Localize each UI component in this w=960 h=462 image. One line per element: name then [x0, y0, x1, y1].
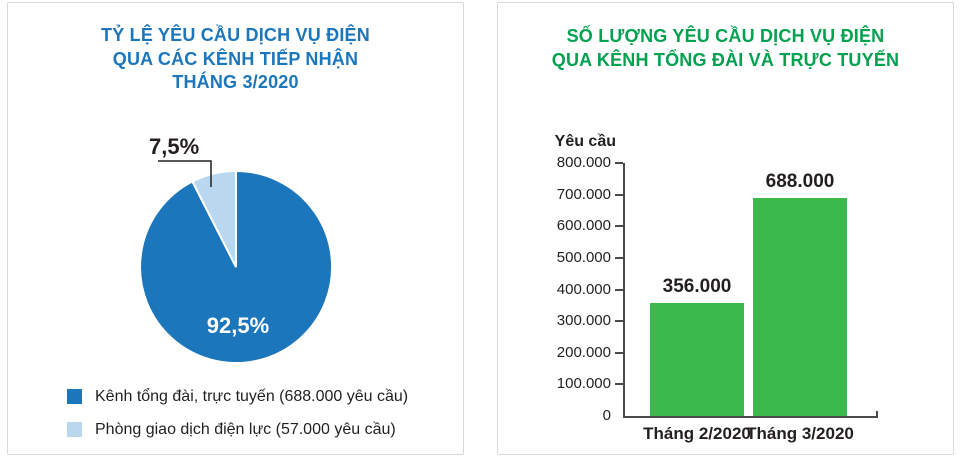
bar-panel: SỐ LƯỢNG YÊU CẦU DỊCH VỤ ĐIỆN QUA KÊNH T… [497, 2, 954, 455]
y-tick-mark [615, 383, 623, 386]
bar-Tháng 2/2020 [650, 303, 744, 416]
bar-value-label: 356.000 [662, 276, 732, 298]
pie-slice-label-big: 92,5% [206, 313, 270, 338]
legend-swatch-light-blue-icon [67, 422, 82, 437]
pie-chart [139, 160, 334, 364]
bar-chart-title: SỐ LƯỢNG YÊU CẦU DỊCH VỤ ĐIỆN QUA KÊNH T… [498, 25, 953, 72]
pie-panel: TỶ LỆ YÊU CẦU DỊCH VỤ ĐIỆN QUA CÁC KÊNH … [7, 2, 464, 455]
bar-value-label: 688.000 [765, 171, 835, 193]
bar-title-line-2: QUA KÊNH TỔNG ĐÀI VÀ TRỰC TUYẾN [551, 49, 900, 70]
y-axis-line [623, 163, 625, 418]
pie-title-line-3: THÁNG 3/2020 [172, 72, 299, 92]
y-tick-mark [615, 351, 623, 354]
bar-Tháng 3/2020 [753, 198, 847, 416]
y-tick-mark [615, 162, 623, 164]
legend-label-call-center: Kênh tổng đài, trực tuyến (688.000 yêu c… [95, 388, 409, 405]
y-tick-label-700.000: 700.000 [556, 185, 611, 203]
y-tick-mark [615, 320, 623, 323]
y-tick-label-600.000: 600.000 [556, 217, 611, 235]
pie-title-line-1: TỶ LỆ YÊU CẦU DỊCH VỤ ĐIỆN [101, 25, 370, 45]
y-tick-mark [615, 288, 623, 291]
y-axis-title: Yêu cầu [554, 133, 616, 150]
pie-chart-title: TỶ LỆ YÊU CẦU DỊCH VỤ ĐIỆN QUA CÁC KÊNH … [8, 24, 463, 95]
bar-chart: Yêu cầu 0 100.000 200.000 300.000 400.000 500… [498, 3, 955, 456]
pie-legend: Kênh tổng đài, trực tuyến (688.000 yêu c… [67, 386, 408, 440]
x-category-label: Tháng 3/2020 [746, 424, 854, 443]
y-tick-label-800.000: 800.000 [556, 154, 611, 171]
y-tick-mark [615, 193, 623, 196]
pie-callout-line [158, 160, 212, 187]
legend-item-call-center: Kênh tổng đài, trực tuyến (688.000 yêu c… [67, 386, 408, 407]
y-tick-label-100.000: 100.000 [556, 375, 611, 393]
legend-swatch-dark-blue-icon [67, 389, 82, 404]
pie-slice-label-small: 7,5% [149, 134, 200, 159]
legend-label-office: Phòng giao dịch điện lực (57.000 yêu cầu… [95, 421, 396, 438]
y-tick-label-300.000: 300.000 [556, 312, 611, 330]
bar-title-line-1: SỐ LƯỢNG YÊU CẦU DỊCH VỤ ĐIỆN [566, 26, 885, 46]
y-tick-mark [615, 256, 623, 259]
pie-slice-1 [191, 169, 237, 268]
y-tick-label-500.000: 500.000 [556, 248, 611, 266]
pie-title-line-2: QUA CÁC KÊNH TIẾP NHẬN [112, 48, 359, 69]
x-category-label: Tháng 2/2020 [643, 424, 751, 443]
y-tick-label-0: 0 [602, 407, 611, 424]
legend-item-office: Phòng giao dịch điện lực (57.000 yêu cầu… [67, 419, 408, 440]
y-tick-label-400.000: 400.000 [556, 280, 611, 298]
x-axis-end-tick [876, 411, 878, 417]
x-axis-line [623, 416, 878, 418]
y-tick-label-200.000: 200.000 [556, 343, 611, 361]
y-tick-mark [615, 225, 623, 228]
